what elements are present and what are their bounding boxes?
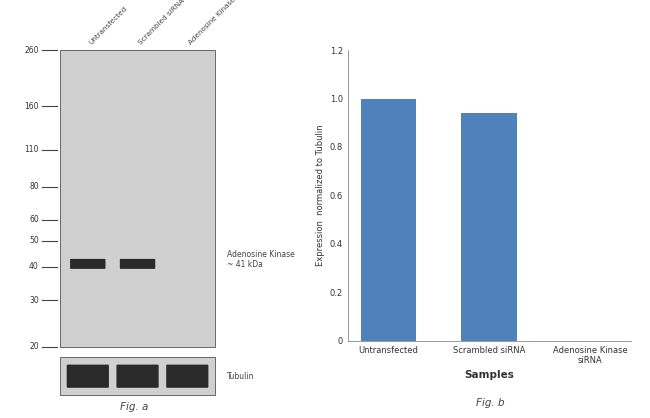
FancyBboxPatch shape [166, 364, 209, 388]
FancyBboxPatch shape [67, 364, 109, 388]
Text: 160: 160 [24, 102, 39, 111]
Text: Fig. b: Fig. b [476, 398, 505, 408]
Text: 20: 20 [29, 342, 39, 352]
Text: 80: 80 [29, 182, 39, 191]
Text: 50: 50 [29, 237, 39, 245]
Y-axis label: Expression  normalized to Tubulin: Expression normalized to Tubulin [317, 125, 326, 266]
FancyBboxPatch shape [116, 364, 159, 388]
Bar [60, 50, 215, 347]
Text: Untransfected: Untransfected [88, 5, 128, 46]
Text: 110: 110 [25, 145, 39, 154]
Text: Tubulin: Tubulin [227, 372, 255, 381]
Text: Scrambled siRNA: Scrambled siRNA [138, 0, 186, 46]
Bar [462, 113, 517, 341]
X-axis label: Samples: Samples [464, 370, 514, 380]
Text: Adenosine Kinase
~ 41 kDa: Adenosine Kinase ~ 41 kDa [227, 250, 295, 270]
FancyBboxPatch shape [120, 259, 155, 269]
Text: Adenosine Kinase siRNA: Adenosine Kinase siRNA [187, 0, 254, 46]
Text: Fig. a: Fig. a [120, 402, 149, 412]
Text: 260: 260 [24, 46, 39, 55]
Bar [361, 99, 416, 341]
FancyBboxPatch shape [70, 259, 105, 269]
Text: 60: 60 [29, 215, 39, 224]
Bar [60, 357, 215, 395]
Text: 40: 40 [29, 262, 39, 271]
Text: 30: 30 [29, 296, 39, 305]
